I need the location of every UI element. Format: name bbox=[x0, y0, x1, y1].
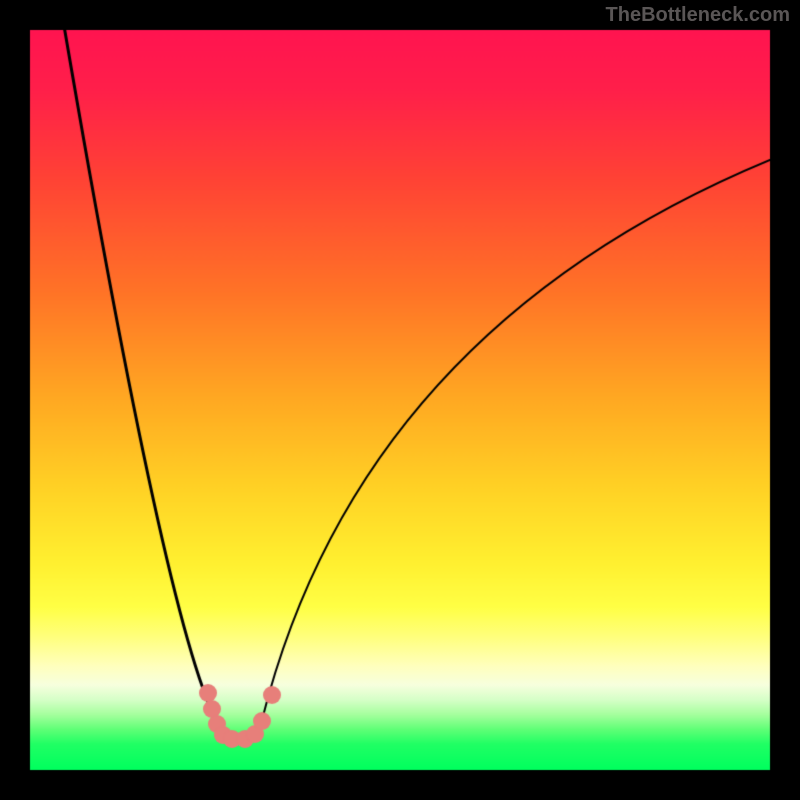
watermark-text: TheBottleneck.com bbox=[606, 4, 790, 27]
bottleneck-chart-canvas bbox=[0, 0, 800, 800]
